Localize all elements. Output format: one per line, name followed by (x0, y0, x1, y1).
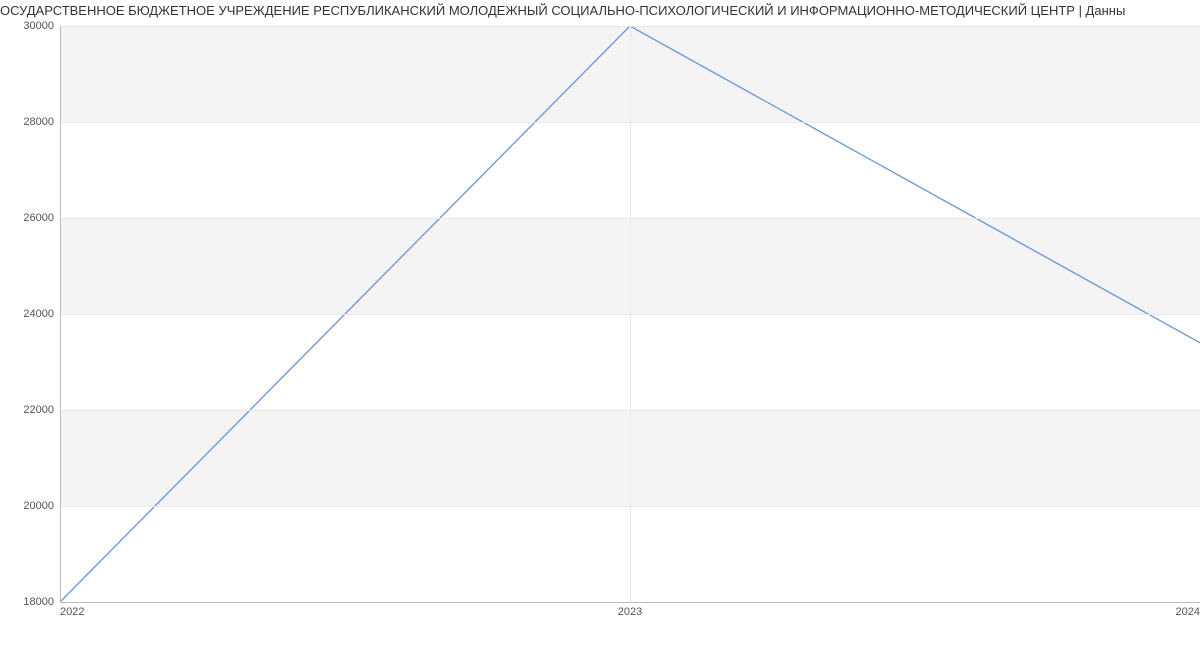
y-axis-label: 28000 (10, 116, 54, 128)
y-axis-label: 24000 (10, 308, 54, 320)
y-axis-label: 22000 (10, 404, 54, 416)
plot-area (60, 26, 1200, 602)
y-axis-label: 30000 (10, 20, 54, 32)
y-axis-label: 20000 (10, 500, 54, 512)
x-axis-label: 2022 (60, 606, 84, 618)
y-axis-label: 26000 (10, 212, 54, 224)
x-gridline (630, 26, 631, 602)
x-axis-label: 2024 (1176, 606, 1200, 618)
x-axis (60, 602, 1200, 603)
x-axis-label: 2023 (618, 606, 642, 618)
chart-title: ОСУДАРСТВЕННОЕ БЮДЖЕТНОЕ УЧРЕЖДЕНИЕ РЕСП… (0, 3, 1200, 18)
y-axis-label: 18000 (10, 596, 54, 608)
y-axis (60, 26, 61, 602)
